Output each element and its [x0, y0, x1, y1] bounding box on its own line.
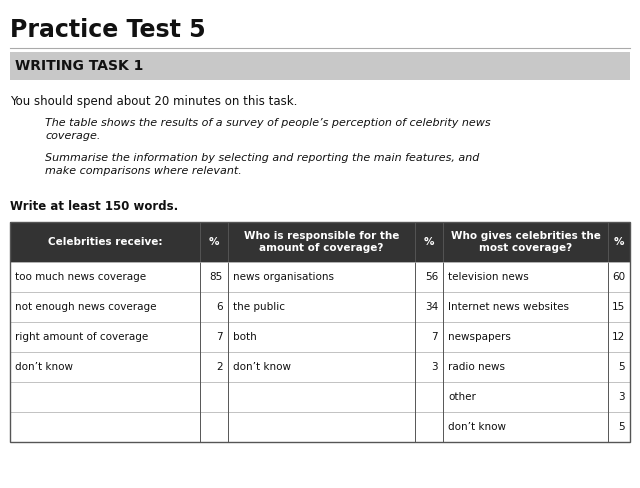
- Text: other: other: [448, 392, 476, 402]
- Text: not enough news coverage: not enough news coverage: [15, 302, 157, 312]
- Bar: [10, 382, 630, 412]
- Text: the public: the public: [233, 302, 285, 312]
- Text: 5: 5: [618, 422, 625, 432]
- Text: 60: 60: [612, 272, 625, 282]
- Bar: [10, 412, 630, 442]
- Bar: [10, 222, 630, 442]
- Text: too much news coverage: too much news coverage: [15, 272, 146, 282]
- Text: right amount of coverage: right amount of coverage: [15, 332, 148, 342]
- Text: 12: 12: [612, 332, 625, 342]
- Text: 56: 56: [425, 272, 438, 282]
- Text: 6: 6: [216, 302, 223, 312]
- Bar: [10, 262, 630, 292]
- Text: You should spend about 20 minutes on this task.: You should spend about 20 minutes on thi…: [10, 95, 298, 108]
- Text: Celebrities receive:: Celebrities receive:: [48, 237, 163, 247]
- Text: 34: 34: [425, 302, 438, 312]
- Text: television news: television news: [448, 272, 529, 282]
- Text: Summarise the information by selecting and reporting the main features, and
make: Summarise the information by selecting a…: [45, 153, 479, 176]
- Bar: [10, 292, 630, 322]
- Text: Internet news websites: Internet news websites: [448, 302, 569, 312]
- Text: Who gives celebrities the
most coverage?: Who gives celebrities the most coverage?: [451, 231, 600, 253]
- Text: Write at least 150 words.: Write at least 150 words.: [10, 200, 179, 213]
- Text: don’t know: don’t know: [233, 362, 291, 372]
- Text: The table shows the results of a survey of people’s perception of celebrity news: The table shows the results of a survey …: [45, 118, 491, 141]
- Text: 3: 3: [431, 362, 438, 372]
- Text: WRITING TASK 1: WRITING TASK 1: [15, 59, 143, 73]
- Bar: [10, 52, 630, 80]
- Text: 3: 3: [618, 392, 625, 402]
- Text: Who is responsible for the
amount of coverage?: Who is responsible for the amount of cov…: [244, 231, 399, 253]
- Text: %: %: [424, 237, 435, 247]
- Text: 2: 2: [216, 362, 223, 372]
- Text: newspapers: newspapers: [448, 332, 511, 342]
- Text: don’t know: don’t know: [15, 362, 73, 372]
- Text: 7: 7: [431, 332, 438, 342]
- Bar: [10, 222, 630, 262]
- Bar: [10, 412, 630, 442]
- Text: 7: 7: [216, 332, 223, 342]
- Text: both: both: [233, 332, 257, 342]
- Text: 5: 5: [618, 362, 625, 372]
- Text: 85: 85: [210, 272, 223, 282]
- Bar: [10, 352, 630, 382]
- Text: Practice Test 5: Practice Test 5: [10, 18, 205, 42]
- Text: %: %: [614, 237, 624, 247]
- Text: news organisations: news organisations: [233, 272, 334, 282]
- Text: radio news: radio news: [448, 362, 505, 372]
- Bar: [10, 322, 630, 352]
- Text: %: %: [209, 237, 220, 247]
- Text: 15: 15: [612, 302, 625, 312]
- Text: don’t know: don’t know: [448, 422, 506, 432]
